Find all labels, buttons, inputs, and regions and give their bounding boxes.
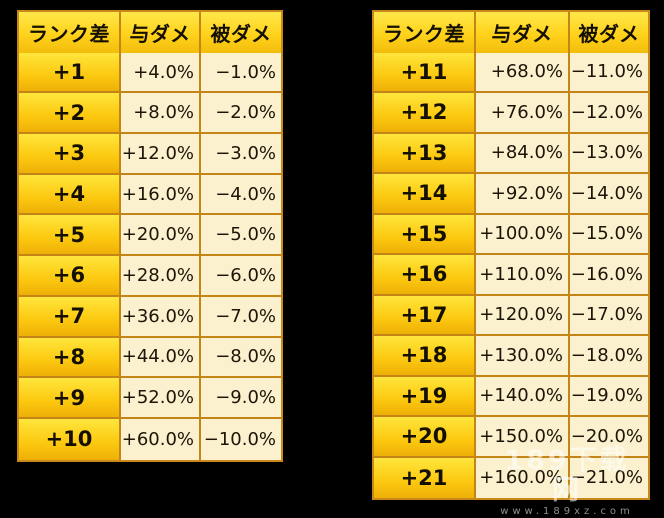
rank-diff-cell: +12: [374, 93, 476, 134]
rank-diff-cell: +1: [19, 52, 121, 94]
rank-diff-cell: +13: [374, 133, 476, 174]
damage-taken-cell: −18.0%: [570, 336, 648, 377]
rank-diff-cell: +11: [374, 52, 476, 93]
damage-dealt-cell: +36.0%: [121, 296, 201, 338]
damage-taken-cell: −2.0%: [201, 93, 281, 135]
rank-diff-cell: +17: [374, 295, 476, 336]
watermark-url-text: www.189xz.com: [500, 506, 634, 517]
rank-diff-cell: +10: [19, 418, 121, 460]
table-row: +8 +44.0% −8.0%: [19, 337, 281, 379]
damage-dealt-cell: +160.0%: [476, 457, 570, 498]
damage-dealt-cell: +16.0%: [121, 174, 201, 216]
damage-dealt-cell: +8.0%: [121, 93, 201, 135]
damage-taken-cell: −7.0%: [201, 296, 281, 338]
damage-taken-cell: −8.0%: [201, 337, 281, 379]
table-row: +6 +28.0% −6.0%: [19, 256, 281, 297]
damage-dealt-cell: +120.0%: [476, 295, 570, 336]
table-row: +10 +60.0% −10.0%: [19, 418, 281, 460]
damage-dealt-cell: +92.0%: [476, 174, 570, 215]
rank-diff-cell: +15: [374, 214, 476, 255]
rank-diff-cell: +4: [19, 174, 121, 216]
rank-diff-cell: +5: [19, 215, 121, 257]
table-row: +14 +92.0% −14.0%: [374, 174, 648, 215]
table-row: +17 +120.0% −17.0%: [374, 295, 648, 336]
header-row: ランク差 与ダメ 被ダメ: [374, 12, 648, 53]
damage-table-right: ランク差 与ダメ 被ダメ +11 +68.0% −11.0% +12 +76.0% −1…: [372, 10, 650, 500]
damage-dealt-cell: +28.0%: [121, 256, 201, 297]
table-row: +21 +160.0% −21.0%: [374, 457, 648, 498]
damage-dealt-cell: +52.0%: [121, 378, 201, 419]
damage-dealt-cell: +150.0%: [476, 417, 570, 458]
damage-taken-cell: −17.0%: [570, 295, 648, 336]
damage-taken-cell: −12.0%: [570, 93, 648, 134]
table-row: +11 +68.0% −11.0%: [374, 52, 648, 93]
rank-diff-cell: +19: [374, 376, 476, 417]
table-row: +15 +100.0% −15.0%: [374, 214, 648, 255]
damage-taken-cell: −21.0%: [570, 457, 648, 498]
damage-taken-cell: −6.0%: [201, 256, 281, 297]
damage-taken-cell: −10.0%: [201, 418, 281, 460]
rank-diff-cell: +8: [19, 337, 121, 379]
header-row: ランク差 与ダメ 被ダメ: [19, 12, 281, 53]
damage-dealt-cell: +60.0%: [121, 418, 201, 460]
damage-dealt-cell: +110.0%: [476, 255, 570, 296]
damage-taken-cell: −13.0%: [570, 133, 648, 174]
table-row: +13 +84.0% −13.0%: [374, 133, 648, 174]
table-row: +18 +130.0% −18.0%: [374, 336, 648, 377]
table-row: +9 +52.0% −9.0%: [19, 378, 281, 419]
damage-taken-cell: −4.0%: [201, 174, 281, 216]
rank-diff-cell: +14: [374, 174, 476, 215]
header-damage-dealt: 与ダメ: [476, 12, 570, 53]
damage-taken-cell: −20.0%: [570, 417, 648, 458]
table-row: +2 +8.0% −2.0%: [19, 93, 281, 135]
damage-taken-cell: −9.0%: [201, 378, 281, 419]
damage-dealt-cell: +12.0%: [121, 134, 201, 175]
damage-taken-cell: −14.0%: [570, 174, 648, 215]
table-row: +19 +140.0% −19.0%: [374, 376, 648, 417]
table-row: +1 +4.0% −1.0%: [19, 52, 281, 94]
rank-diff-cell: +18: [374, 336, 476, 377]
damage-dealt-cell: +68.0%: [476, 52, 570, 93]
table-row: +16 +110.0% −16.0%: [374, 255, 648, 296]
rank-diff-cell: +20: [374, 417, 476, 458]
damage-dealt-cell: +130.0%: [476, 336, 570, 377]
table-row: +20 +150.0% −20.0%: [374, 417, 648, 458]
table-row: +5 +20.0% −5.0%: [19, 215, 281, 257]
table-row: +3 +12.0% −3.0%: [19, 134, 281, 175]
damage-dealt-cell: +20.0%: [121, 215, 201, 257]
damage-dealt-cell: +140.0%: [476, 376, 570, 417]
header-damage-taken: 被ダメ: [570, 12, 648, 53]
header-rank-diff: ランク差: [19, 12, 121, 53]
damage-dealt-cell: +84.0%: [476, 133, 570, 174]
damage-dealt-cell: +4.0%: [121, 52, 201, 94]
damage-taken-cell: −19.0%: [570, 376, 648, 417]
header-damage-taken: 被ダメ: [201, 12, 281, 53]
rank-diff-cell: +6: [19, 256, 121, 297]
table-row: +12 +76.0% −12.0%: [374, 93, 648, 134]
damage-taken-cell: −16.0%: [570, 255, 648, 296]
damage-taken-cell: −3.0%: [201, 134, 281, 175]
table-row: +4 +16.0% −4.0%: [19, 174, 281, 216]
rank-diff-cell: +16: [374, 255, 476, 296]
damage-dealt-cell: +76.0%: [476, 93, 570, 134]
rank-diff-cell: +2: [19, 93, 121, 135]
damage-taken-cell: −1.0%: [201, 52, 281, 94]
table-row: +7 +36.0% −7.0%: [19, 296, 281, 338]
damage-dealt-cell: +100.0%: [476, 214, 570, 255]
damage-taken-cell: −15.0%: [570, 214, 648, 255]
damage-table-left: ランク差 与ダメ 被ダメ +1 +4.0% −1.0% +2 +8.0% −2.0% +…: [17, 10, 283, 462]
damage-taken-cell: −5.0%: [201, 215, 281, 257]
rank-diff-cell: +3: [19, 134, 121, 175]
damage-dealt-cell: +44.0%: [121, 337, 201, 379]
rank-diff-cell: +9: [19, 378, 121, 419]
header-damage-dealt: 与ダメ: [121, 12, 201, 53]
rank-diff-cell: +21: [374, 457, 476, 498]
header-rank-diff: ランク差: [374, 12, 476, 53]
rank-diff-cell: +7: [19, 296, 121, 338]
damage-taken-cell: −11.0%: [570, 52, 648, 93]
